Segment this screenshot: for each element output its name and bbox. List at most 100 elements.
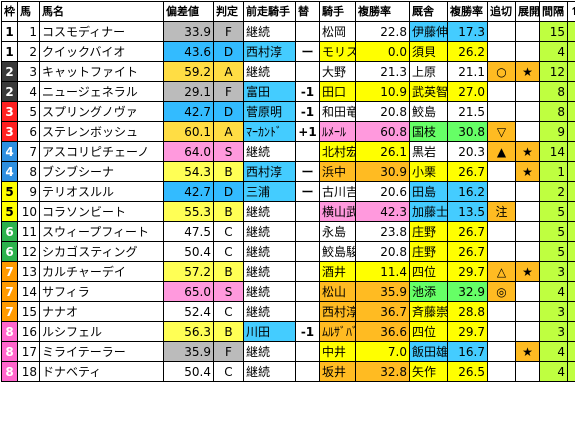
jockey-rate-cell: 20.8 — [355, 101, 410, 122]
workout-mark-cell — [487, 21, 516, 42]
header-trainer-rate: 複勝率 — [447, 1, 488, 22]
jockey-rate-cell: 23.8 — [355, 221, 410, 242]
pace-mark-cell — [515, 301, 540, 322]
pace-mark-cell: ★ — [515, 261, 540, 282]
swap-cell: -1 — [295, 101, 320, 122]
rank-cell: 9 — [567, 141, 575, 162]
horse-number-cell: 16 — [17, 321, 40, 342]
deviation-cell: 50.4 — [163, 361, 214, 382]
swap-cell — [295, 301, 320, 322]
pace-mark-cell — [515, 181, 540, 202]
workout-mark-cell: △ — [487, 261, 516, 282]
trainer-cell: 国枝 — [409, 121, 448, 142]
grade-cell: B — [213, 321, 244, 342]
prev-jockey-cell: 継続 — [243, 341, 296, 362]
jockey-rate-cell: 36.7 — [355, 301, 410, 322]
grade-cell: S — [213, 141, 244, 162]
deviation-cell: 59.2 — [163, 61, 214, 82]
header-jockey: 騎手 — [319, 1, 356, 22]
grade-cell: C — [213, 361, 244, 382]
prev-jockey-cell: 継続 — [243, 241, 296, 262]
pace-mark-cell — [515, 21, 540, 42]
swap-cell — [295, 141, 320, 162]
prev-jockey-cell: 三浦 — [243, 181, 296, 202]
rank-cell: 14 — [567, 41, 575, 62]
horse-number-cell: 2 — [17, 41, 40, 62]
horse-name-cell: シカゴスティング — [39, 241, 164, 262]
deviation-cell: 42.7 — [163, 101, 214, 122]
jockey-rate-cell: 10.9 — [355, 81, 410, 102]
gate-cell: 1 — [1, 21, 18, 42]
jockey-cell: 和田竜 — [319, 101, 356, 122]
horse-number-cell: 6 — [17, 121, 40, 142]
gate-cell: 8 — [1, 361, 18, 382]
interval-cell: 5 — [539, 241, 568, 262]
trainer-cell: 田島 — [409, 181, 448, 202]
rank-cell: 8 — [567, 181, 575, 202]
gate-cell: 4 — [1, 141, 18, 162]
swap-cell: -1 — [295, 81, 320, 102]
gate-cell: 7 — [1, 301, 18, 322]
header-deviation: 偏差値 — [163, 1, 214, 22]
prev-jockey-cell: 継続 — [243, 221, 296, 242]
jockey-rate-cell: 42.3 — [355, 201, 410, 222]
horse-number-cell: 7 — [17, 141, 40, 162]
grade-cell: D — [213, 41, 244, 62]
rank-cell: 4 — [567, 321, 575, 342]
header-gate: 枠 — [1, 1, 18, 22]
workout-mark-cell — [487, 321, 516, 342]
header-swap: 替 — [295, 1, 320, 22]
jockey-cell: モリス — [319, 41, 356, 62]
swap-cell — [295, 201, 320, 222]
horse-number-cell: 11 — [17, 221, 40, 242]
jockey-cell: 永島 — [319, 221, 356, 242]
horse-number-cell: 12 — [17, 241, 40, 262]
pace-mark-cell — [515, 201, 540, 222]
rank-cell: 5 — [567, 121, 575, 142]
horse-name-cell: ドナベティ — [39, 361, 164, 382]
trainer-cell: 飯田雄 — [409, 341, 448, 362]
pace-mark-cell — [515, 321, 540, 342]
grade-cell: A — [213, 61, 244, 82]
jockey-rate-cell: 26.1 — [355, 141, 410, 162]
horse-number-cell: 9 — [17, 181, 40, 202]
interval-cell: 3 — [539, 301, 568, 322]
deviation-cell: 35.9 — [163, 341, 214, 362]
gate-cell: 2 — [1, 81, 18, 102]
workout-mark-cell — [487, 221, 516, 242]
deviation-cell: 47.5 — [163, 221, 214, 242]
prev-jockey-cell: 継続 — [243, 141, 296, 162]
grade-cell: A — [213, 121, 244, 142]
trainer-rate-cell: 13.5 — [447, 201, 488, 222]
pace-mark-cell — [515, 41, 540, 62]
deviation-cell: 43.6 — [163, 41, 214, 62]
jockey-rate-cell: 11.4 — [355, 261, 410, 282]
deviation-cell: 65.0 — [163, 281, 214, 302]
jockey-cell: 横山武 — [319, 201, 356, 222]
jockey-cell: 中井 — [319, 341, 356, 362]
horse-number-cell: 4 — [17, 81, 40, 102]
jockey-rate-cell: 7.0 — [355, 341, 410, 362]
pace-mark-cell — [515, 101, 540, 122]
rank-cell: 4 — [567, 301, 575, 322]
workout-mark-cell — [487, 101, 516, 122]
interval-cell: 9 — [539, 121, 568, 142]
horse-name-cell: スウィープフィート — [39, 221, 164, 242]
swap-cell: +1 — [295, 121, 320, 142]
jockey-cell: 酒井 — [319, 261, 356, 282]
horse-number-cell: 15 — [17, 301, 40, 322]
horse-name-cell: コラソンビート — [39, 201, 164, 222]
pace-mark-cell: ★ — [515, 161, 540, 182]
swap-cell — [295, 281, 320, 302]
interval-cell: 2 — [539, 181, 568, 202]
gate-cell: 4 — [1, 161, 18, 182]
rank-cell: 4 — [567, 361, 575, 382]
trainer-cell: 黒岩 — [409, 141, 448, 162]
workout-mark-cell: ◎ — [487, 281, 516, 302]
deviation-cell: 50.4 — [163, 241, 214, 262]
swap-cell — [295, 221, 320, 242]
